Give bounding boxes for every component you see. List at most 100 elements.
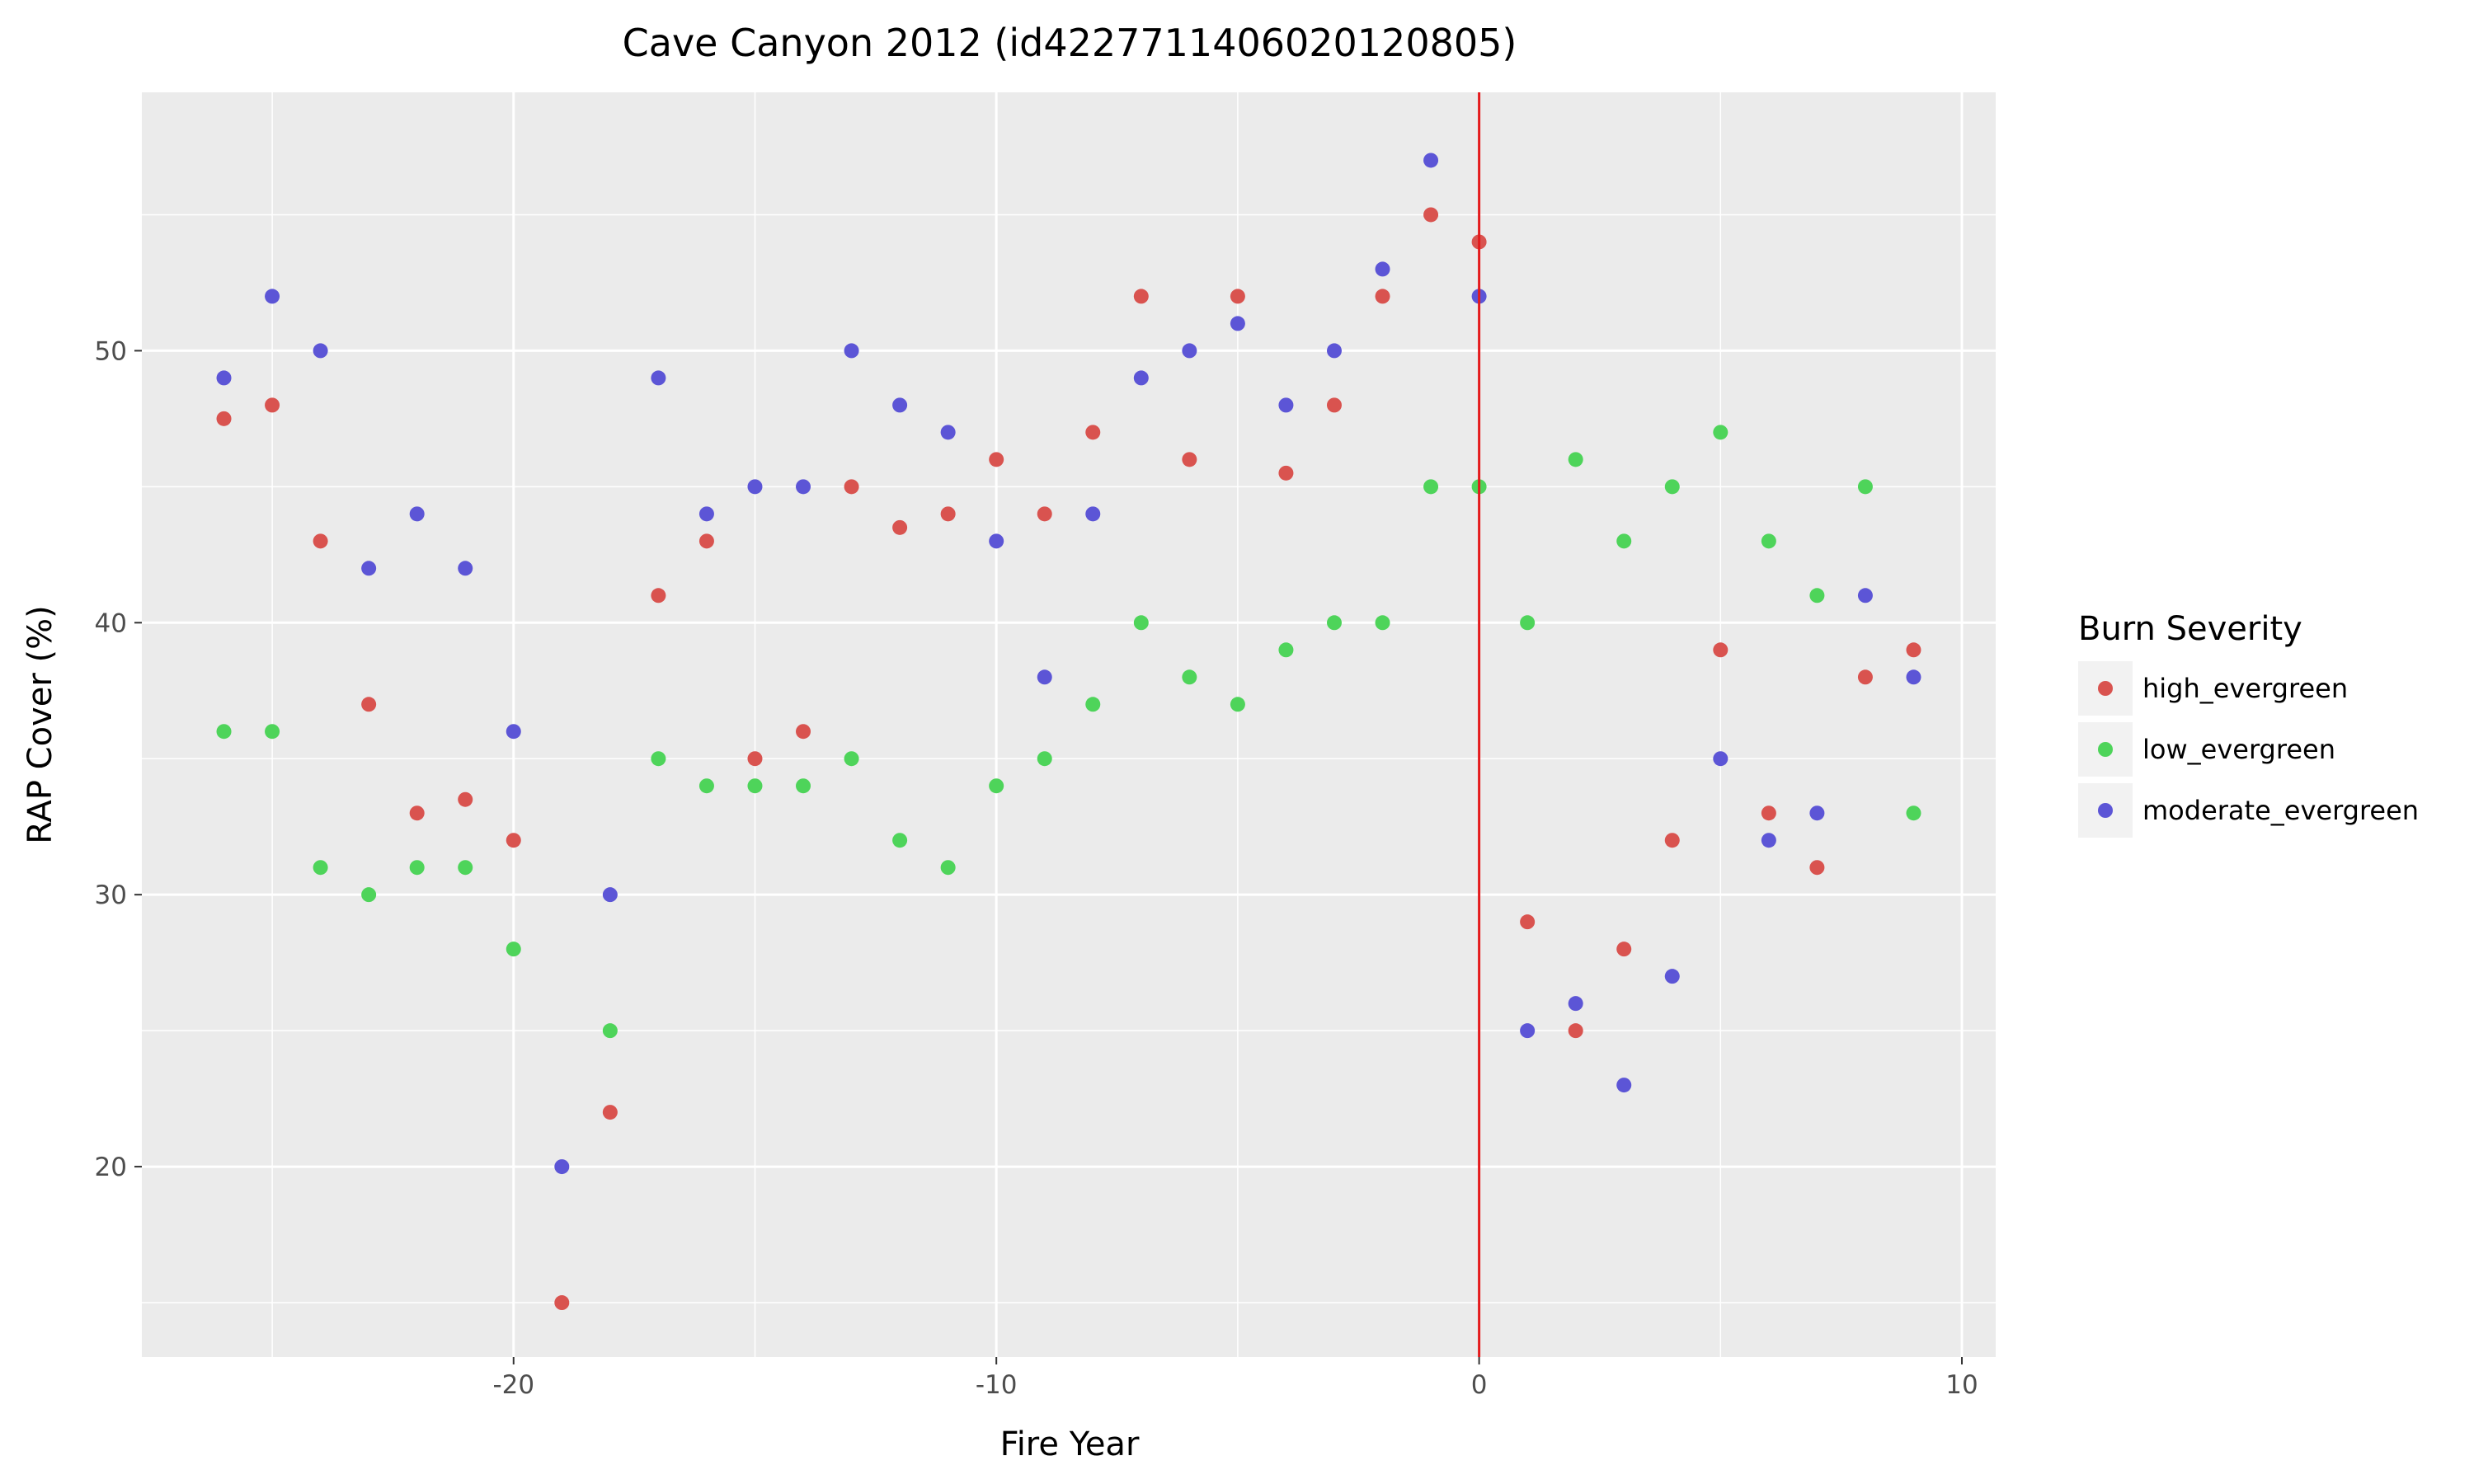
data-point bbox=[1037, 669, 1052, 685]
data-point bbox=[651, 370, 666, 386]
data-point bbox=[1713, 425, 1729, 440]
data-point bbox=[216, 370, 232, 386]
data-point bbox=[651, 751, 666, 767]
data-point bbox=[1664, 833, 1680, 848]
data-point bbox=[1809, 805, 1825, 821]
data-point bbox=[796, 479, 811, 495]
data-point bbox=[1761, 805, 1776, 821]
series-high_evergreen bbox=[216, 207, 1921, 1311]
data-point bbox=[1664, 479, 1680, 495]
data-point bbox=[361, 697, 377, 712]
data-point bbox=[361, 561, 377, 576]
x-tick-label: 10 bbox=[1945, 1370, 1978, 1400]
data-point bbox=[216, 724, 232, 740]
data-point bbox=[747, 751, 763, 767]
series-low_evergreen bbox=[216, 425, 1921, 1039]
data-point bbox=[989, 533, 1004, 549]
data-point bbox=[1616, 533, 1632, 549]
data-point bbox=[554, 1159, 570, 1175]
data-point bbox=[1568, 452, 1583, 467]
data-point bbox=[1037, 506, 1052, 522]
data-point bbox=[313, 343, 328, 359]
data-point bbox=[1182, 452, 1197, 467]
data-point bbox=[892, 519, 908, 535]
data-point bbox=[1857, 588, 1873, 603]
data-point bbox=[265, 724, 280, 740]
x-tick-label: -20 bbox=[492, 1370, 534, 1400]
data-point bbox=[216, 411, 232, 426]
data-point bbox=[1520, 914, 1536, 930]
data-point bbox=[409, 506, 425, 522]
data-point bbox=[698, 533, 714, 549]
data-point bbox=[1326, 397, 1342, 413]
legend-title: Burn Severity bbox=[2078, 610, 2302, 648]
data-point bbox=[265, 397, 280, 413]
data-point bbox=[796, 724, 811, 740]
data-point bbox=[1133, 615, 1149, 631]
data-point bbox=[506, 942, 521, 957]
y-axis-ticks: 20 30 40 50 bbox=[95, 336, 142, 1182]
data-point bbox=[1326, 343, 1342, 359]
y-tick-label: 40 bbox=[95, 608, 127, 638]
data-point bbox=[1182, 343, 1197, 359]
data-point bbox=[1664, 969, 1680, 984]
data-point bbox=[602, 887, 618, 903]
data-point bbox=[506, 833, 521, 848]
data-point bbox=[1857, 479, 1873, 495]
data-point bbox=[1278, 642, 1294, 658]
data-point bbox=[1375, 615, 1390, 631]
data-point bbox=[458, 561, 473, 576]
data-point bbox=[1423, 207, 1439, 223]
data-point bbox=[940, 860, 956, 876]
legend-label: moderate_evergreen bbox=[2142, 795, 2419, 826]
data-point bbox=[1085, 425, 1101, 440]
data-point bbox=[1182, 669, 1197, 685]
data-point bbox=[1713, 751, 1729, 767]
data-point bbox=[844, 343, 859, 359]
data-point bbox=[698, 506, 714, 522]
data-point bbox=[1375, 289, 1390, 304]
data-point bbox=[844, 479, 859, 495]
data-point bbox=[940, 425, 956, 440]
data-point bbox=[1423, 479, 1439, 495]
data-point bbox=[1423, 153, 1439, 168]
data-point bbox=[1278, 397, 1294, 413]
chart-title: Cave Canyon 2012 (id422771140602012080​5… bbox=[623, 21, 1517, 65]
y-tick-label: 50 bbox=[95, 336, 127, 366]
data-point bbox=[1085, 697, 1101, 712]
data-point bbox=[1616, 1078, 1632, 1093]
data-point bbox=[1520, 1023, 1536, 1039]
data-point bbox=[1906, 669, 1921, 685]
legend-label: low_evergreen bbox=[2142, 734, 2335, 765]
x-tick-label: 0 bbox=[1471, 1370, 1488, 1400]
data-point bbox=[844, 751, 859, 767]
data-point bbox=[989, 778, 1004, 794]
data-point bbox=[1230, 316, 1245, 331]
data-point bbox=[1375, 261, 1390, 277]
data-point bbox=[1857, 669, 1873, 685]
data-point bbox=[698, 778, 714, 794]
data-point bbox=[1906, 642, 1921, 658]
data-point bbox=[1809, 860, 1825, 876]
data-point bbox=[1326, 615, 1342, 631]
legend-items: high_evergreen low_evergreen moderate_ever… bbox=[2078, 661, 2419, 838]
data-point bbox=[602, 1105, 618, 1120]
data-point bbox=[940, 506, 956, 522]
data-point bbox=[1278, 465, 1294, 481]
data-point bbox=[1809, 588, 1825, 603]
data-point bbox=[265, 289, 280, 304]
plot-panel bbox=[142, 92, 1996, 1357]
legend-key-marker bbox=[2098, 742, 2113, 757]
data-point bbox=[892, 833, 908, 848]
data-point bbox=[458, 860, 473, 876]
data-point bbox=[1761, 833, 1776, 848]
data-point bbox=[554, 1295, 570, 1311]
x-tick-label: -10 bbox=[976, 1370, 1018, 1400]
data-point bbox=[651, 588, 666, 603]
data-point bbox=[506, 724, 521, 740]
data-point bbox=[361, 887, 377, 903]
y-tick-label: 30 bbox=[95, 881, 127, 910]
data-point bbox=[1520, 615, 1536, 631]
data-point bbox=[1906, 805, 1921, 821]
